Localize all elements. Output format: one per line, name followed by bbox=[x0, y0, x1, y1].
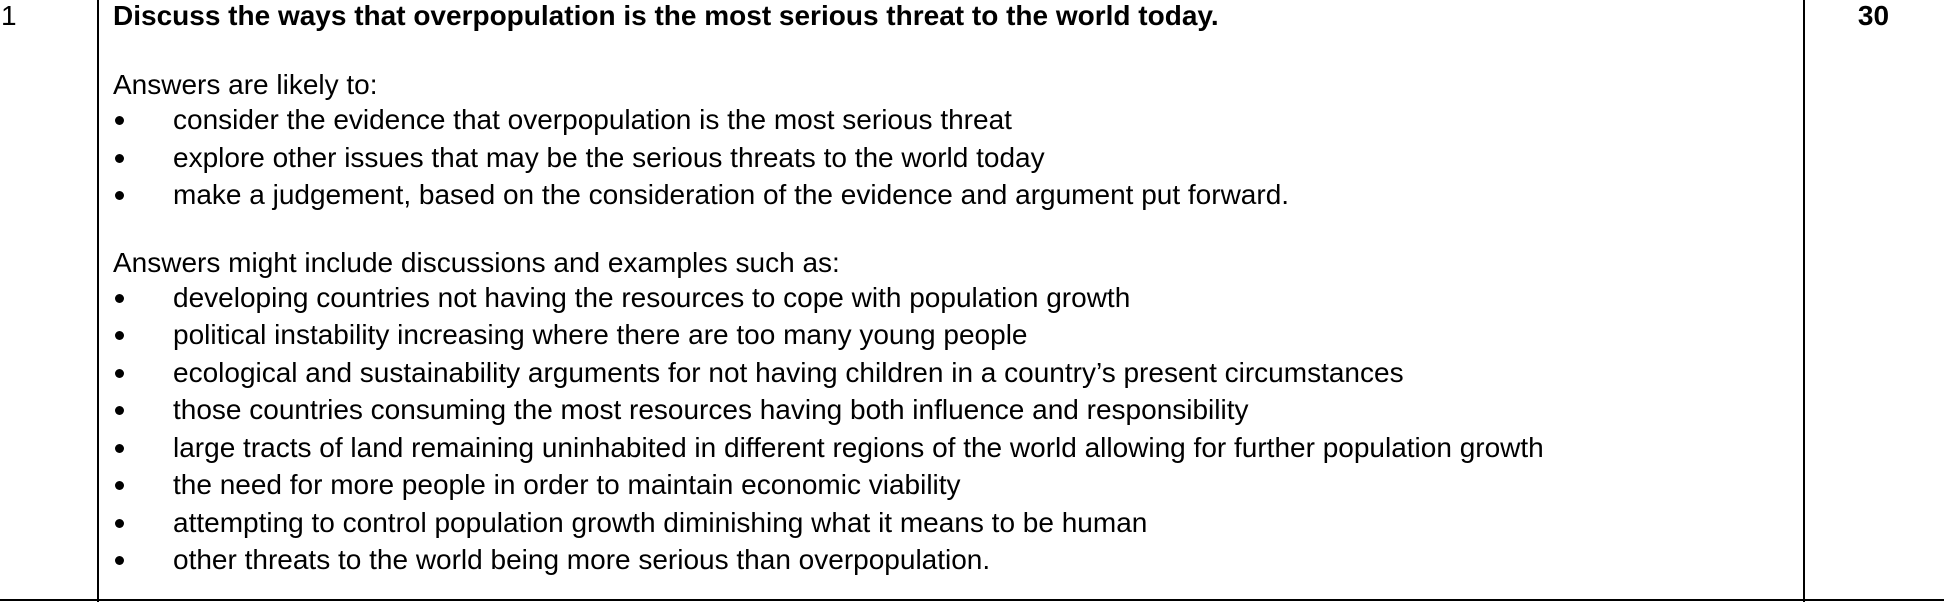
column-divider-right bbox=[1803, 0, 1805, 602]
include-list: developing countries not having the reso… bbox=[113, 279, 1793, 579]
bullet-icon bbox=[115, 556, 124, 565]
bullet-icon bbox=[115, 443, 124, 453]
list-item: political instability increasing where t… bbox=[113, 316, 1793, 354]
bullet-icon bbox=[115, 518, 124, 528]
column-divider-left bbox=[97, 0, 99, 602]
include-lead: Answers might include discussions and ex… bbox=[113, 246, 840, 278]
likely-list: consider the evidence that overpopulatio… bbox=[113, 101, 1793, 214]
list-item: ecological and sustainability arguments … bbox=[113, 354, 1793, 392]
bullet-icon bbox=[115, 191, 124, 200]
bullet-icon bbox=[115, 293, 124, 303]
likely-section: Answers are likely to: consider the evid… bbox=[113, 69, 1793, 214]
include-section: Answers might include discussions and ex… bbox=[113, 247, 1793, 579]
likely-lead: Answers are likely to: bbox=[113, 69, 378, 100]
list-item-text: attempting to control population growth … bbox=[173, 506, 1148, 538]
bullet-icon bbox=[115, 116, 124, 125]
list-item-text: political instability increasing where t… bbox=[173, 319, 1028, 350]
list-item: large tracts of land remaining uninhabit… bbox=[113, 429, 1793, 467]
list-item-text: large tracts of land remaining uninhabit… bbox=[173, 431, 1544, 463]
list-item: consider the evidence that overpopulatio… bbox=[113, 101, 1793, 139]
list-item-text: explore other issues that may be the ser… bbox=[173, 141, 1045, 173]
list-item-text: those countries consuming the most resou… bbox=[173, 394, 1249, 425]
bullet-icon bbox=[115, 481, 124, 490]
row-bottom-border bbox=[0, 599, 1944, 601]
question-marks: 30 bbox=[1857, 0, 1890, 31]
list-item: developing countries not having the reso… bbox=[113, 279, 1793, 317]
list-item-text: developing countries not having the reso… bbox=[173, 281, 1131, 313]
question-text: Discuss the ways that overpopulation is … bbox=[113, 0, 1219, 31]
bullet-icon bbox=[115, 406, 124, 415]
list-item: make a judgement, based on the considera… bbox=[113, 176, 1793, 214]
list-item-text: ecological and sustainability arguments … bbox=[173, 356, 1404, 388]
list-item: other threats to the world being more se… bbox=[113, 541, 1793, 579]
question-number: 1 bbox=[1, 0, 17, 31]
list-item: those countries consuming the most resou… bbox=[113, 391, 1793, 429]
list-item: the need for more people in order to mai… bbox=[113, 466, 1793, 504]
list-item-text: make a judgement, based on the considera… bbox=[173, 179, 1290, 210]
bullet-icon bbox=[115, 368, 124, 378]
list-item-text: the need for more people in order to mai… bbox=[173, 469, 961, 500]
list-item: explore other issues that may be the ser… bbox=[113, 139, 1793, 177]
list-item-text: other threats to the world being more se… bbox=[173, 544, 991, 575]
bullet-icon bbox=[115, 153, 124, 163]
answer-guidance: Discuss the ways that overpopulation is … bbox=[113, 0, 1793, 579]
list-item: attempting to control population growth … bbox=[113, 504, 1793, 542]
list-item-text: consider the evidence that overpopulatio… bbox=[173, 104, 1012, 135]
bullet-icon bbox=[115, 331, 124, 340]
